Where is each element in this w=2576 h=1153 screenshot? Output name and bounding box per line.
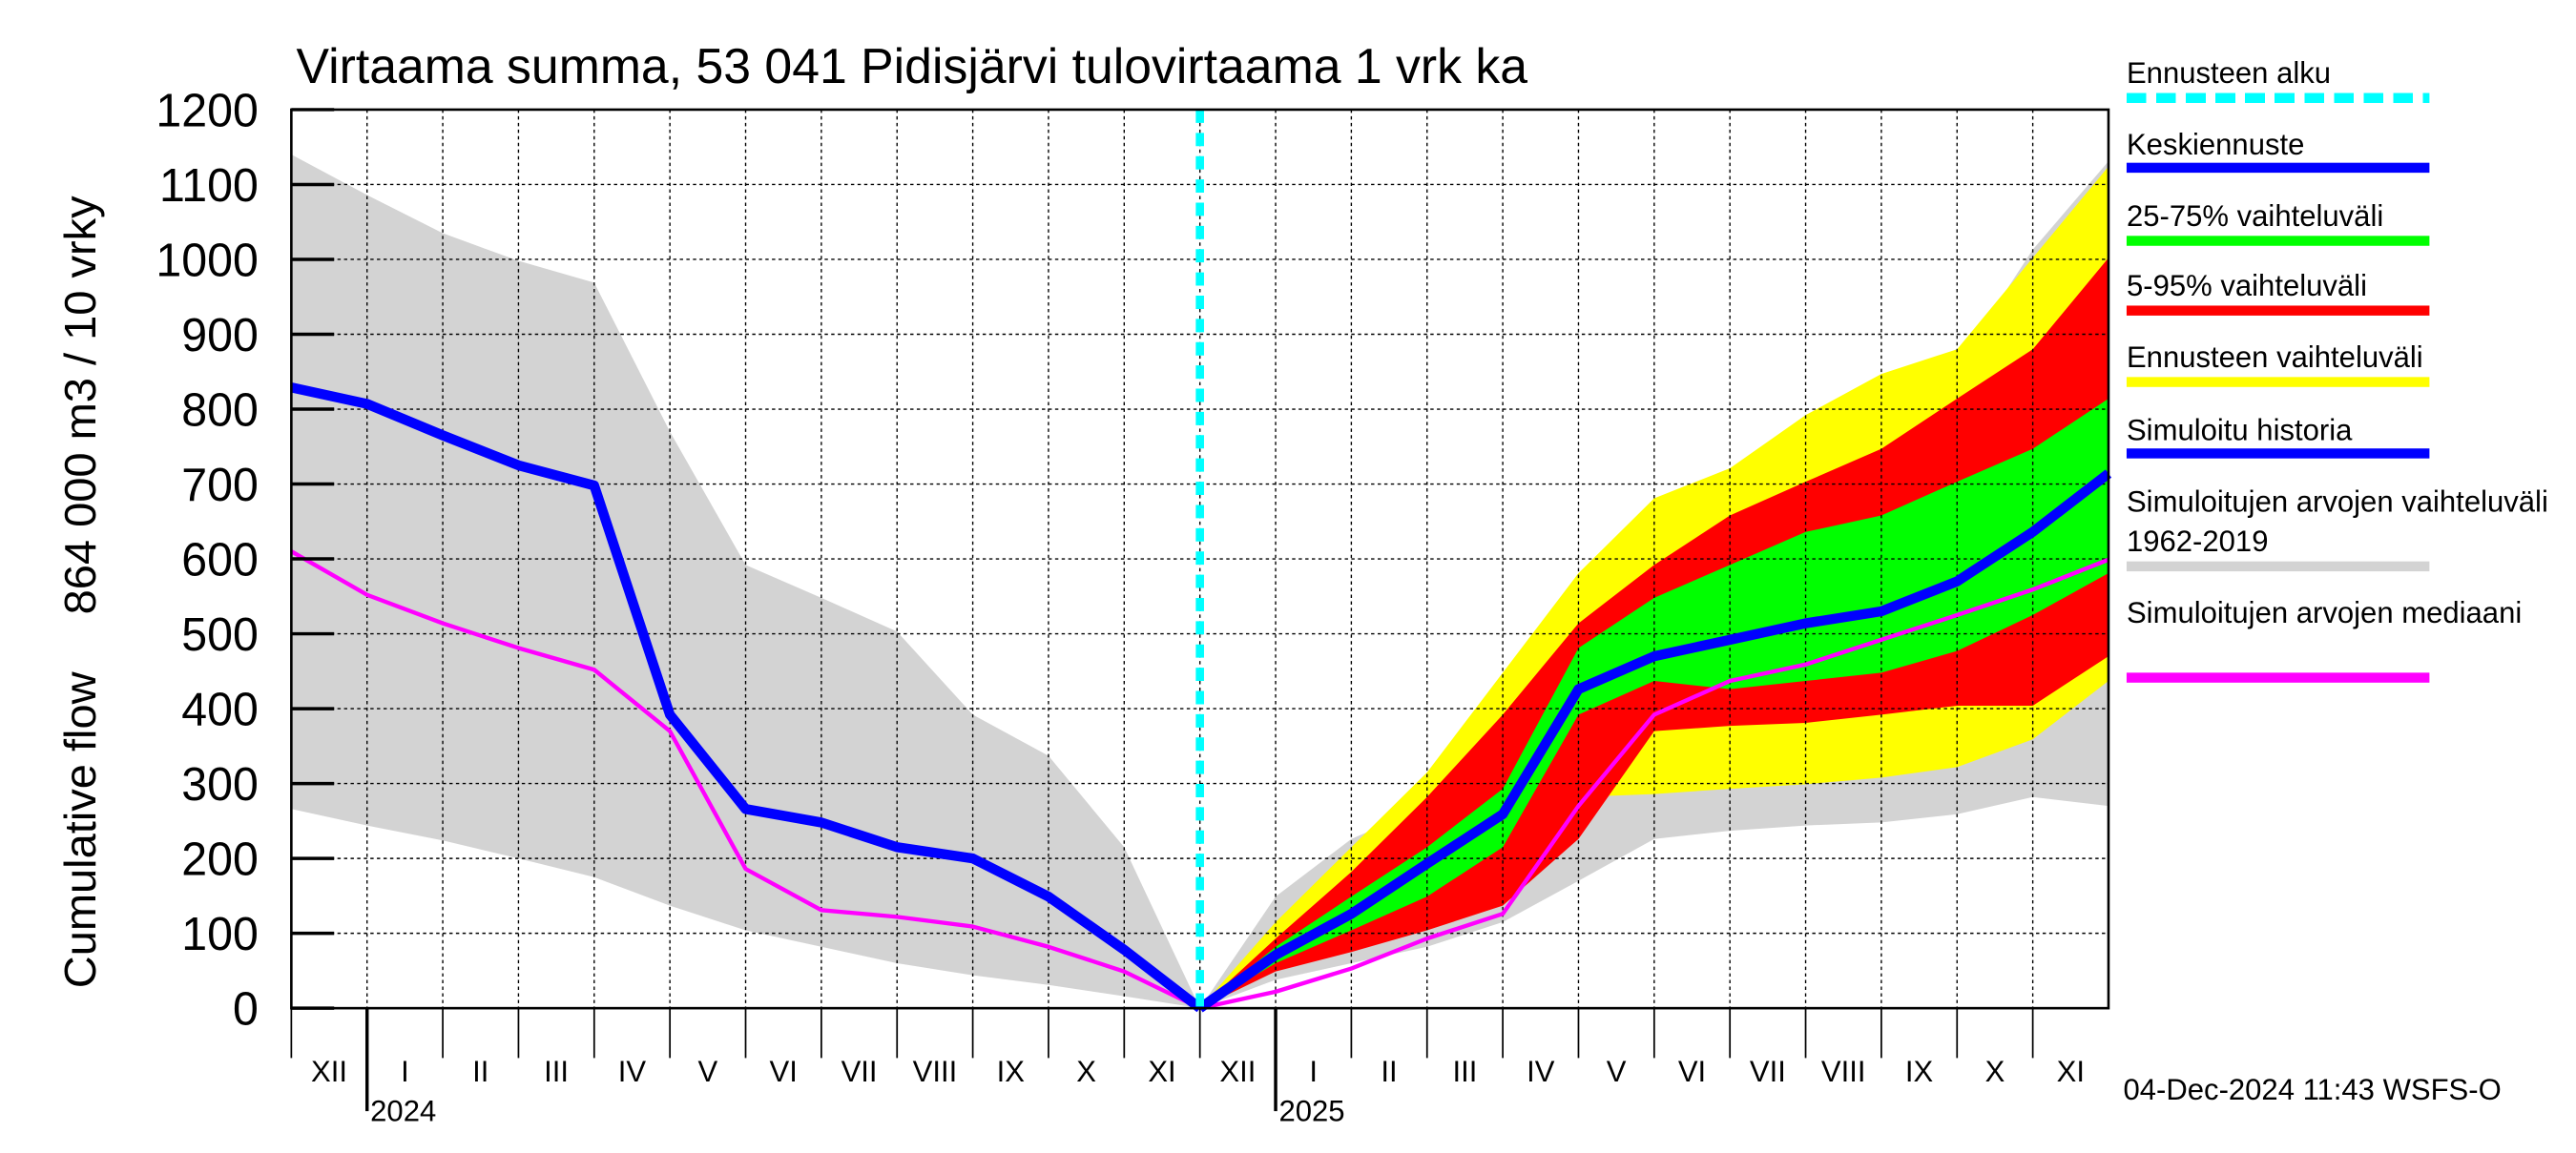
x-tick-label: VIII bbox=[913, 1055, 958, 1088]
x-tick-label: II bbox=[472, 1055, 488, 1088]
legend-label: Ennusteen vaihteluväli bbox=[2126, 340, 2423, 374]
y-tick-label: 600 bbox=[181, 534, 259, 586]
legend-label: Ennusteen alku bbox=[2126, 56, 2332, 91]
legend-label: Simuloitujen arvojen vaihteluväli 1962-2… bbox=[2126, 484, 2548, 559]
legend-swatch bbox=[2126, 236, 2430, 246]
y-axis-label: Cumulative flow bbox=[55, 671, 105, 988]
legend-label: Simuloitu historia bbox=[2126, 413, 2353, 447]
y-tick-label: 500 bbox=[181, 609, 259, 661]
y-tick-label: 100 bbox=[181, 909, 259, 960]
y-tick-label: 800 bbox=[181, 384, 259, 436]
x-tick-label: V bbox=[1607, 1055, 1627, 1088]
legend-label: 25-75% vaihteluväli bbox=[2126, 198, 2384, 233]
legend-label: Keskiennuste bbox=[2126, 128, 2305, 161]
y-tick-label: 900 bbox=[181, 310, 259, 361]
legend-label: Simuloitujen arvojen mediaani bbox=[2126, 596, 2523, 630]
x-tick-label: II bbox=[1381, 1055, 1397, 1088]
x-tick-label: VI bbox=[770, 1055, 798, 1088]
x-tick-label: IX bbox=[1905, 1055, 1934, 1088]
legend-swatch bbox=[2126, 561, 2430, 572]
year-label: 2025 bbox=[1278, 1094, 1344, 1127]
x-tick-label: IV bbox=[1527, 1055, 1555, 1088]
plot-frame bbox=[290, 108, 2110, 1010]
legend-swatch bbox=[2126, 672, 2430, 683]
y-tick-label: 200 bbox=[181, 834, 259, 885]
x-tick-label: VII bbox=[1750, 1055, 1786, 1088]
x-tick-label: I bbox=[1309, 1055, 1318, 1088]
x-tick-label: V bbox=[697, 1055, 717, 1088]
x-tick-label: XI bbox=[2057, 1055, 2085, 1088]
y-tick-label: 0 bbox=[233, 983, 259, 1035]
x-tick-label: X bbox=[1076, 1055, 1096, 1088]
year-label: 2024 bbox=[370, 1094, 436, 1127]
x-tick-label: VI bbox=[1678, 1055, 1706, 1088]
footer: 04-Dec-2024 11:43 WSFS-O bbox=[2124, 1073, 2502, 1106]
legend-swatch bbox=[2126, 162, 2430, 174]
series-line bbox=[1196, 469, 2112, 1013]
x-tick-label: III bbox=[544, 1055, 569, 1088]
x-tick-label: IX bbox=[997, 1055, 1026, 1088]
y-tick-label: 400 bbox=[181, 684, 259, 735]
legend-label: 5-95% vaihteluväli bbox=[2126, 269, 2367, 302]
y-tick-label: 300 bbox=[181, 759, 259, 811]
y-tick-label: 1200 bbox=[156, 85, 258, 136]
x-tick-label: X bbox=[1985, 1055, 2005, 1088]
x-tick-label: XII bbox=[1219, 1055, 1256, 1088]
legend-swatch bbox=[2126, 448, 2430, 459]
x-tick-label: IV bbox=[618, 1055, 647, 1088]
legend-swatch bbox=[2126, 305, 2430, 316]
series-line bbox=[290, 382, 1203, 1013]
x-tick-label: VII bbox=[841, 1055, 878, 1088]
y-axis-label: 864 000 m3 / 10 vrky bbox=[55, 196, 105, 615]
y-tick-label: 700 bbox=[181, 460, 259, 511]
x-tick-label: I bbox=[401, 1055, 409, 1088]
y-tick-label: 1100 bbox=[159, 160, 259, 212]
legend-swatch bbox=[2126, 377, 2430, 387]
x-tick-label: III bbox=[1452, 1055, 1477, 1088]
x-tick-label: XI bbox=[1148, 1055, 1175, 1088]
y-tick-label: 1000 bbox=[156, 235, 258, 286]
legend-swatch bbox=[2126, 93, 2430, 103]
chart-title: Virtaama summa, 53 041 Pidisjärvi tulovi… bbox=[297, 39, 1528, 94]
x-tick-label: XII bbox=[311, 1055, 347, 1088]
x-tick-label: VIII bbox=[1821, 1055, 1866, 1088]
